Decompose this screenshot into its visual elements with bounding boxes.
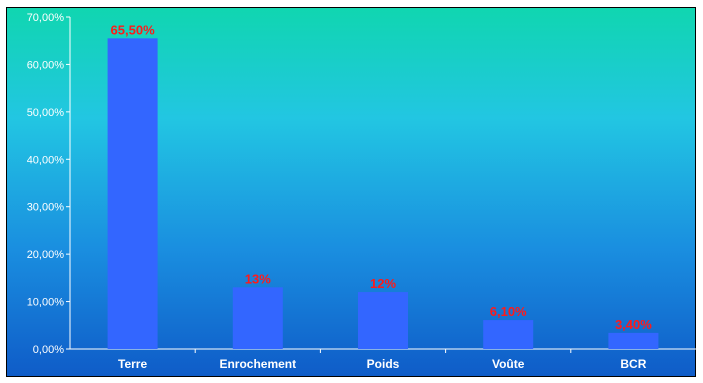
bar-bcr bbox=[608, 332, 659, 349]
y-tick-label: 0,00% bbox=[33, 344, 64, 356]
y-tick-label: 30,00% bbox=[27, 202, 65, 214]
bar-chart: 0,00% 10,00% 20,00% 30,00% 40,00% 50,00% 60,00… bbox=[6, 7, 696, 377]
x-tick-label: Terre bbox=[118, 357, 147, 371]
x-tick-label: Poids bbox=[367, 357, 400, 371]
x-tick-label: Voûte bbox=[492, 357, 525, 371]
data-label: 12% bbox=[370, 276, 396, 291]
data-label: 6,10% bbox=[490, 304, 527, 319]
y-tick-label: 20,00% bbox=[27, 249, 65, 261]
y-tick-label: 60,00% bbox=[27, 59, 65, 71]
x-tick-label: Enrochement bbox=[219, 357, 296, 371]
data-label: 3,40% bbox=[615, 317, 652, 332]
bar-terre bbox=[107, 38, 158, 349]
y-tick-label: 70,00% bbox=[27, 12, 65, 24]
chart-panel: 0,00% 10,00% 20,00% 30,00% 40,00% 50,00% 60,00… bbox=[6, 7, 696, 377]
data-label: 65,50% bbox=[111, 22, 156, 37]
y-tick-label: 10,00% bbox=[27, 297, 65, 309]
data-label: 13% bbox=[245, 271, 271, 286]
x-tick-label: BCR bbox=[620, 357, 646, 371]
y-tick-label: 50,00% bbox=[27, 107, 65, 119]
bar-enrochement bbox=[232, 287, 283, 349]
bar-voûte bbox=[483, 320, 534, 349]
y-tick-label: 40,00% bbox=[27, 154, 65, 166]
bar-poids bbox=[358, 292, 408, 349]
